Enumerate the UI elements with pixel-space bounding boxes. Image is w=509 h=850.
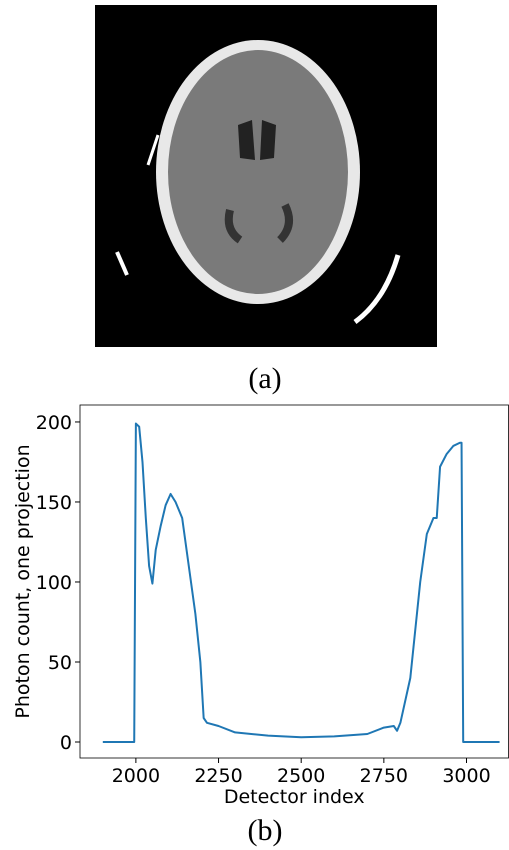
- data-line: [102, 422, 500, 743]
- x-axis-label: Detector index: [224, 786, 365, 808]
- x-tick-label: 2000: [112, 765, 160, 787]
- plot: 2000 2250 2500 2750 3000 0 50 100 150 200 Detector…: [12, 404, 509, 808]
- y-tick-label: 50: [48, 652, 72, 674]
- x-tick-label: 2750: [360, 765, 408, 787]
- y-tick-label: 200: [36, 412, 72, 434]
- caption: (b): [248, 814, 283, 847]
- x-tick-label: 2250: [194, 765, 242, 787]
- y-tick-label: 100: [36, 572, 72, 594]
- y-axis-label: Photon count, one projection: [12, 444, 34, 718]
- y-tick-label: 150: [36, 492, 72, 514]
- artifact: [146, 134, 160, 166]
- x-tick-label: 2500: [277, 765, 325, 787]
- caption: (a): [248, 362, 281, 395]
- ct-image: [95, 5, 437, 347]
- x-tick-label: 3000: [442, 765, 490, 787]
- artifact: [353, 254, 401, 325]
- artifact: [115, 251, 129, 276]
- ventricles-posterior: [224, 203, 293, 244]
- y-tick-label: 0: [60, 732, 72, 754]
- ventricles: [238, 120, 276, 160]
- brain: [168, 50, 348, 294]
